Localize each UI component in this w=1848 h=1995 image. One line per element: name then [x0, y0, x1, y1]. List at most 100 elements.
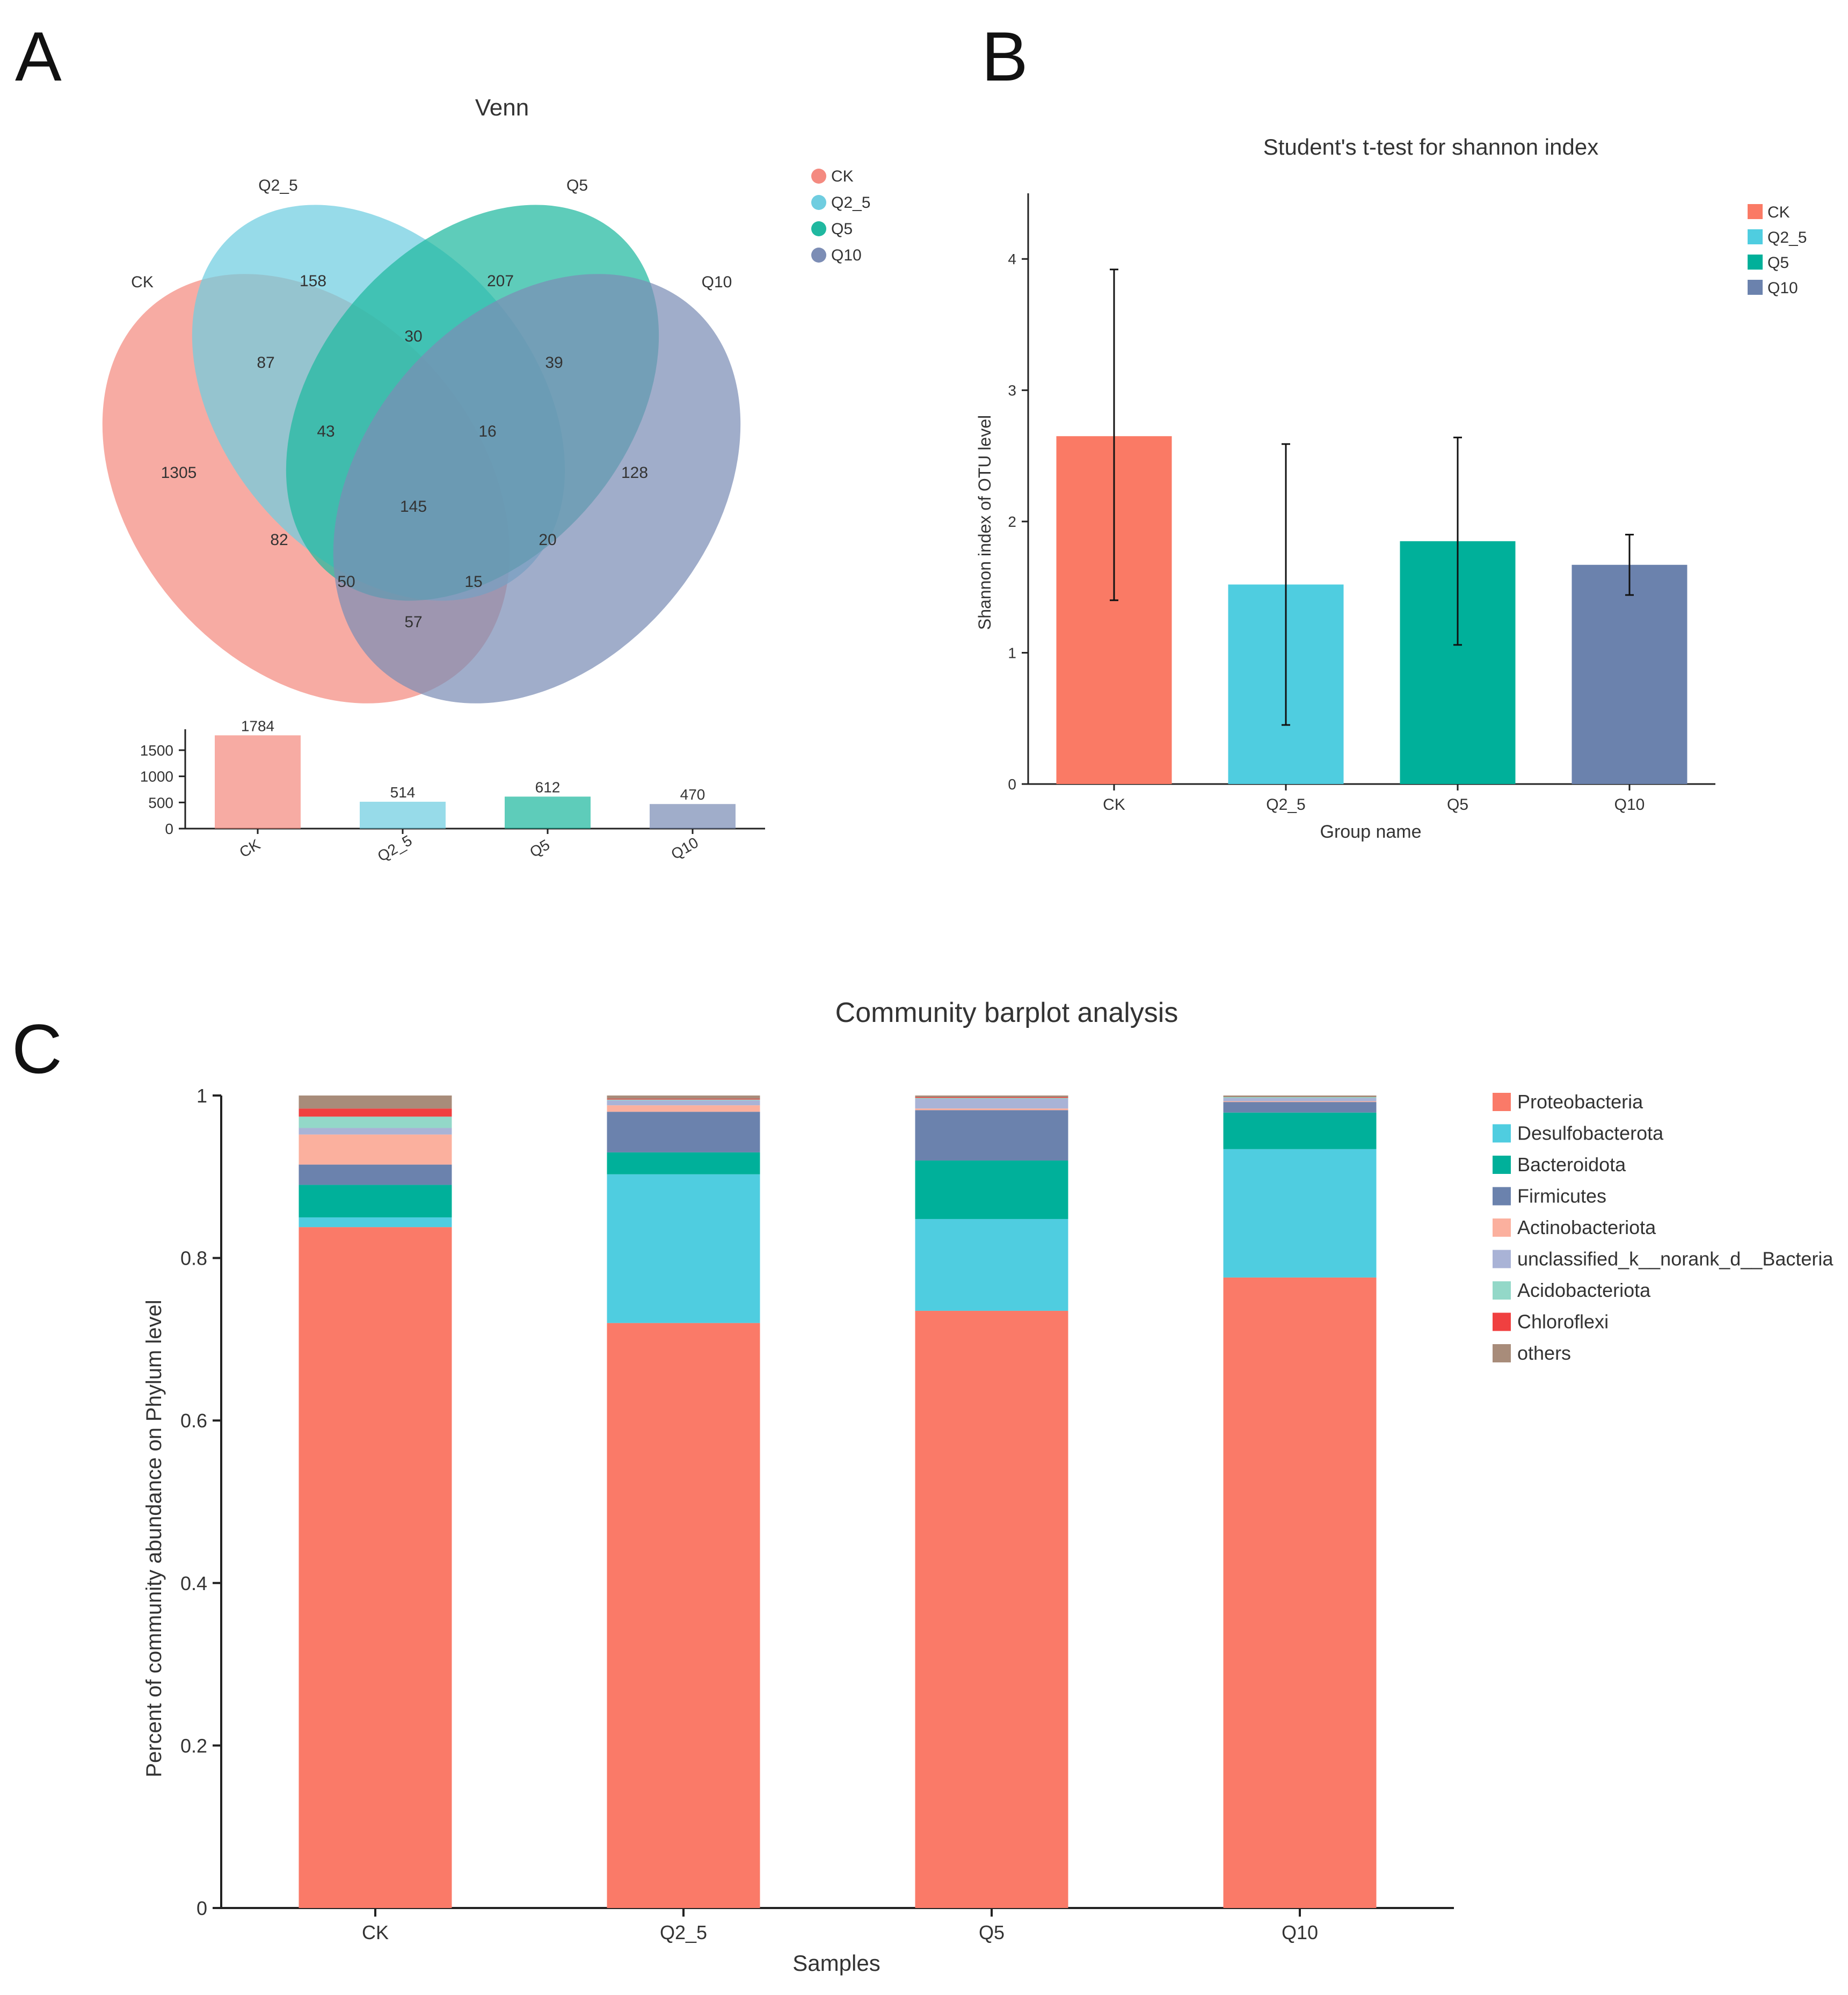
community-x-tick-label: CK — [362, 1921, 389, 1943]
shannon-y-tick-label: 1 — [1008, 645, 1016, 662]
community-segment[interactable] — [915, 1160, 1068, 1219]
venn-region-value: 128 — [621, 464, 648, 482]
community-segment[interactable] — [1223, 1097, 1377, 1098]
community-segment[interactable] — [915, 1097, 1068, 1098]
legend-label: Q5 — [1767, 254, 1789, 272]
legend-label: unclassified_k__norank_d__Bacteria — [1517, 1248, 1834, 1270]
community-segment[interactable] — [607, 1105, 760, 1112]
community-segment[interactable] — [299, 1185, 452, 1217]
shannon-y-tick-label: 4 — [1008, 251, 1016, 267]
totals-bar[interactable] — [650, 804, 736, 829]
venn-set-label-q2_5: Q2_5 — [258, 177, 297, 194]
legend-swatch — [1493, 1344, 1511, 1362]
shannon-y-axis-title: Shannon index of OTU level — [975, 415, 994, 630]
venn-region-value: 43 — [317, 423, 334, 440]
legend-swatch — [1748, 229, 1763, 244]
legend-swatch — [1493, 1124, 1511, 1143]
community-y-tick-label: 0 — [197, 1897, 207, 1919]
venn-region-value: 207 — [487, 272, 514, 290]
shannon-x-tick-label: Q10 — [1614, 796, 1645, 814]
venn-set-label-q10: Q10 — [702, 273, 732, 291]
venn-region-value: 145 — [400, 498, 427, 516]
venn-region-value: 39 — [545, 354, 563, 372]
legend-label: Bacteroidota — [1517, 1154, 1626, 1176]
community-panel: Community barplot analysis Samples Perce… — [142, 997, 1834, 1976]
totals-y-tick-label: 1000 — [140, 768, 173, 785]
community-segment[interactable] — [299, 1116, 452, 1128]
legend-swatch — [1493, 1187, 1511, 1206]
venn-region-value: 30 — [404, 328, 422, 345]
community-segment[interactable] — [607, 1323, 760, 1908]
legend-swatch — [1493, 1156, 1511, 1174]
shannon-x-tick-label: CK — [1103, 796, 1125, 814]
community-segment[interactable] — [299, 1108, 452, 1117]
legend-swatch — [1493, 1312, 1511, 1331]
legend-swatch — [1748, 204, 1763, 219]
community-segment[interactable] — [1223, 1101, 1377, 1102]
legend-swatch — [1493, 1218, 1511, 1237]
venn-region-value: 82 — [270, 531, 288, 549]
community-x-axis-title: Samples — [792, 1950, 880, 1976]
community-segment[interactable] — [299, 1096, 452, 1109]
community-segment[interactable] — [1223, 1098, 1377, 1101]
totals-bar[interactable] — [215, 735, 301, 829]
community-segment[interactable] — [1223, 1096, 1377, 1098]
legend-label: CK — [1767, 204, 1790, 221]
community-segment[interactable] — [915, 1110, 1068, 1161]
community-segment[interactable] — [299, 1227, 452, 1908]
venn-region-value: 158 — [300, 272, 326, 290]
community-segment[interactable] — [299, 1217, 452, 1228]
community-legend: Proteobacteria Desulfobacterota Bacteroido… — [1493, 1091, 1834, 1364]
community-segment[interactable] — [1223, 1102, 1377, 1113]
venn-ellipse-q10[interactable] — [250, 193, 824, 784]
community-segment[interactable] — [915, 1098, 1068, 1099]
totals-bar[interactable] — [360, 801, 446, 829]
community-segment[interactable] — [607, 1112, 760, 1152]
totals-x-tick-label: CK — [237, 836, 263, 860]
community-x-tick-label: Q10 — [1282, 1921, 1318, 1943]
venn-region-value: 20 — [539, 531, 556, 549]
legend-label: Proteobacteria — [1517, 1091, 1643, 1113]
community-segment[interactable] — [607, 1100, 760, 1106]
community-segment[interactable] — [607, 1099, 760, 1101]
community-segment[interactable] — [915, 1099, 1068, 1109]
community-segment[interactable] — [915, 1096, 1068, 1098]
legend-label: Desulfobacterota — [1517, 1122, 1664, 1144]
community-y-tick-label: 0.6 — [180, 1410, 207, 1432]
community-x-tick-label: Q5 — [979, 1921, 1005, 1943]
venn-legend: CK Q2_5 Q5 Q10 — [811, 168, 870, 264]
community-segment[interactable] — [1223, 1149, 1377, 1278]
legend-label: Q10 — [831, 246, 862, 264]
shannon-panel: Student's t-test for shannon index Group… — [975, 134, 1807, 842]
community-segment[interactable] — [607, 1096, 760, 1099]
totals-bar[interactable] — [505, 796, 591, 829]
community-segment[interactable] — [1223, 1277, 1377, 1908]
legend-label: Q5 — [831, 220, 853, 238]
legend-label: Acidobacteriota — [1517, 1279, 1651, 1301]
shannon-y-tick-label: 0 — [1008, 776, 1016, 793]
community-segment[interactable] — [607, 1099, 760, 1100]
community-segment[interactable] — [299, 1164, 452, 1185]
legend-swatch — [811, 195, 826, 210]
community-segment[interactable] — [299, 1128, 452, 1135]
shannon-x-axis-title: Group name — [1320, 822, 1422, 842]
community-segment[interactable] — [915, 1310, 1068, 1908]
shannon-bar[interactable] — [1571, 564, 1687, 784]
shannon-plot-area: 0 1 2 3 4 CK Q2_5 Q5 Q10 — [1008, 193, 1715, 814]
legend-swatch — [811, 248, 826, 263]
venn-panel: Venn CK Q2_5 Q5 Q10 1305 158 207 128 87 … — [102, 95, 870, 865]
totals-x-tick-label: Q2_5 — [375, 832, 415, 865]
venn-region-value: 50 — [337, 573, 355, 591]
shannon-x-tick-label: Q2_5 — [1266, 796, 1305, 814]
community-segment[interactable] — [915, 1108, 1068, 1111]
community-segment[interactable] — [1223, 1112, 1377, 1149]
community-segment[interactable] — [915, 1218, 1068, 1311]
community-y-tick-label: 0.2 — [180, 1735, 207, 1757]
community-title: Community barplot analysis — [835, 997, 1178, 1028]
venn-set-label-q5: Q5 — [566, 177, 588, 194]
venn-region-value: 1305 — [161, 464, 197, 482]
community-segment[interactable] — [607, 1174, 760, 1323]
community-segment[interactable] — [299, 1134, 452, 1165]
community-segment[interactable] — [607, 1152, 760, 1174]
